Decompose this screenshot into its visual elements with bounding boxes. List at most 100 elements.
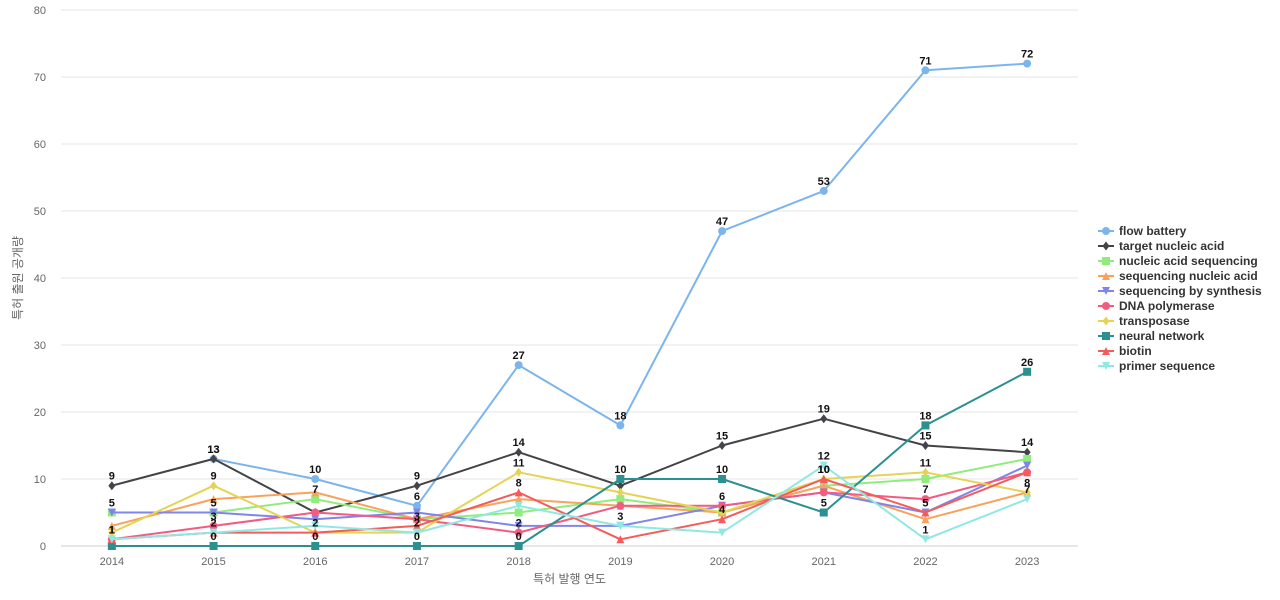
data-point[interactable] — [107, 508, 116, 517]
data-point[interactable] — [209, 508, 218, 517]
legend-item[interactable]: neural network — [1098, 329, 1205, 343]
legend-item[interactable]: primer sequence — [1098, 359, 1215, 373]
data-point[interactable] — [1023, 495, 1032, 504]
data-point[interactable] — [311, 515, 320, 524]
data-point[interactable] — [311, 488, 320, 497]
data-point[interactable] — [209, 495, 218, 504]
data-point[interactable] — [1023, 454, 1032, 463]
y-tick-label: 50 — [34, 206, 46, 218]
data-point[interactable] — [921, 508, 930, 517]
data-point[interactable] — [514, 508, 523, 517]
data-point[interactable] — [1023, 367, 1032, 376]
data-point[interactable] — [718, 508, 726, 517]
data-point[interactable] — [210, 454, 218, 464]
data-point[interactable] — [921, 535, 930, 544]
data-point[interactable] — [412, 521, 421, 530]
data-point[interactable] — [718, 227, 727, 236]
data-point[interactable] — [921, 441, 929, 450]
legend-symbol[interactable] — [1102, 257, 1110, 265]
data-point[interactable] — [921, 475, 930, 483]
data-point[interactable] — [921, 515, 930, 524]
legend-item[interactable]: DNA polymerase — [1098, 299, 1215, 313]
legend-symbol[interactable] — [1102, 272, 1110, 280]
data-point[interactable] — [819, 461, 828, 470]
data-point[interactable] — [718, 528, 727, 537]
data-point[interactable] — [514, 488, 523, 497]
data-point[interactable] — [1023, 447, 1031, 457]
data-point[interactable] — [515, 447, 523, 457]
data-point[interactable] — [413, 481, 421, 491]
data-point[interactable] — [1023, 59, 1032, 68]
data-point[interactable] — [209, 521, 218, 530]
legend-item[interactable]: flow battery — [1098, 224, 1187, 238]
data-point[interactable] — [209, 528, 218, 537]
legend-symbol[interactable] — [1102, 347, 1110, 355]
data-point[interactable] — [819, 186, 828, 195]
legend-item[interactable]: sequencing by synthesis — [1098, 284, 1262, 298]
data-point[interactable] — [718, 475, 727, 483]
data-point[interactable] — [819, 488, 828, 497]
data-point[interactable] — [209, 542, 218, 550]
data-point[interactable] — [820, 414, 828, 424]
data-point[interactable] — [1023, 487, 1031, 497]
data-point[interactable] — [412, 501, 421, 510]
data-point[interactable] — [107, 521, 116, 530]
data-point[interactable] — [108, 481, 116, 491]
data-point[interactable] — [412, 515, 421, 524]
legend-symbol[interactable] — [1102, 362, 1110, 370]
data-point[interactable] — [921, 467, 929, 477]
data-point[interactable] — [616, 481, 624, 491]
legend-label: nucleic acid sequencing — [1119, 254, 1258, 268]
legend-symbol[interactable] — [1102, 241, 1110, 251]
data-point[interactable] — [616, 421, 625, 430]
data-point[interactable] — [311, 495, 320, 504]
data-point[interactable] — [616, 495, 625, 504]
data-point[interactable] — [412, 508, 421, 517]
data-point[interactable] — [311, 475, 320, 483]
data-point[interactable] — [514, 542, 523, 550]
legend-item[interactable]: target nucleic acid — [1098, 239, 1224, 253]
data-point[interactable] — [311, 542, 320, 550]
data-point[interactable] — [718, 515, 727, 524]
legend-symbol[interactable] — [1102, 302, 1110, 310]
data-point[interactable] — [514, 361, 523, 370]
data-point[interactable] — [819, 508, 828, 517]
data-point[interactable] — [107, 535, 116, 544]
legend-item[interactable]: sequencing nucleic acid — [1098, 269, 1258, 283]
data-point[interactable] — [514, 501, 523, 510]
data-point[interactable] — [1023, 461, 1032, 470]
data-point[interactable] — [311, 508, 320, 517]
data-point[interactable] — [210, 481, 218, 491]
data-point[interactable] — [819, 481, 828, 490]
data-point[interactable] — [514, 495, 523, 504]
data-point[interactable] — [514, 528, 523, 537]
data-point[interactable] — [718, 441, 726, 450]
data-point[interactable] — [515, 467, 523, 477]
data-point[interactable] — [616, 535, 625, 544]
data-point[interactable] — [718, 501, 727, 510]
data-point[interactable] — [921, 421, 930, 430]
legend-symbol[interactable] — [1102, 227, 1110, 235]
data-point[interactable] — [108, 528, 116, 538]
data-point[interactable] — [616, 521, 625, 530]
legend-item[interactable]: biotin — [1098, 344, 1152, 358]
data-point[interactable] — [616, 487, 624, 497]
data-point[interactable] — [412, 528, 421, 537]
data-point[interactable] — [921, 66, 930, 75]
legend-symbol[interactable] — [1102, 332, 1110, 340]
data-point[interactable] — [616, 501, 625, 510]
data-point[interactable] — [819, 475, 828, 483]
legend-item[interactable]: nucleic acid sequencing — [1098, 254, 1258, 268]
data-point[interactable] — [311, 521, 320, 530]
data-point[interactable] — [1023, 468, 1032, 477]
data-point[interactable] — [616, 475, 625, 483]
data-point[interactable] — [311, 528, 320, 537]
data-point[interactable] — [412, 542, 421, 550]
legend-item[interactable]: transposase — [1098, 314, 1190, 328]
data-point[interactable] — [514, 521, 523, 530]
data-point[interactable] — [107, 542, 116, 550]
legend-symbol[interactable] — [1102, 316, 1110, 326]
legend-symbol[interactable] — [1102, 287, 1110, 295]
data-point[interactable] — [921, 495, 930, 504]
